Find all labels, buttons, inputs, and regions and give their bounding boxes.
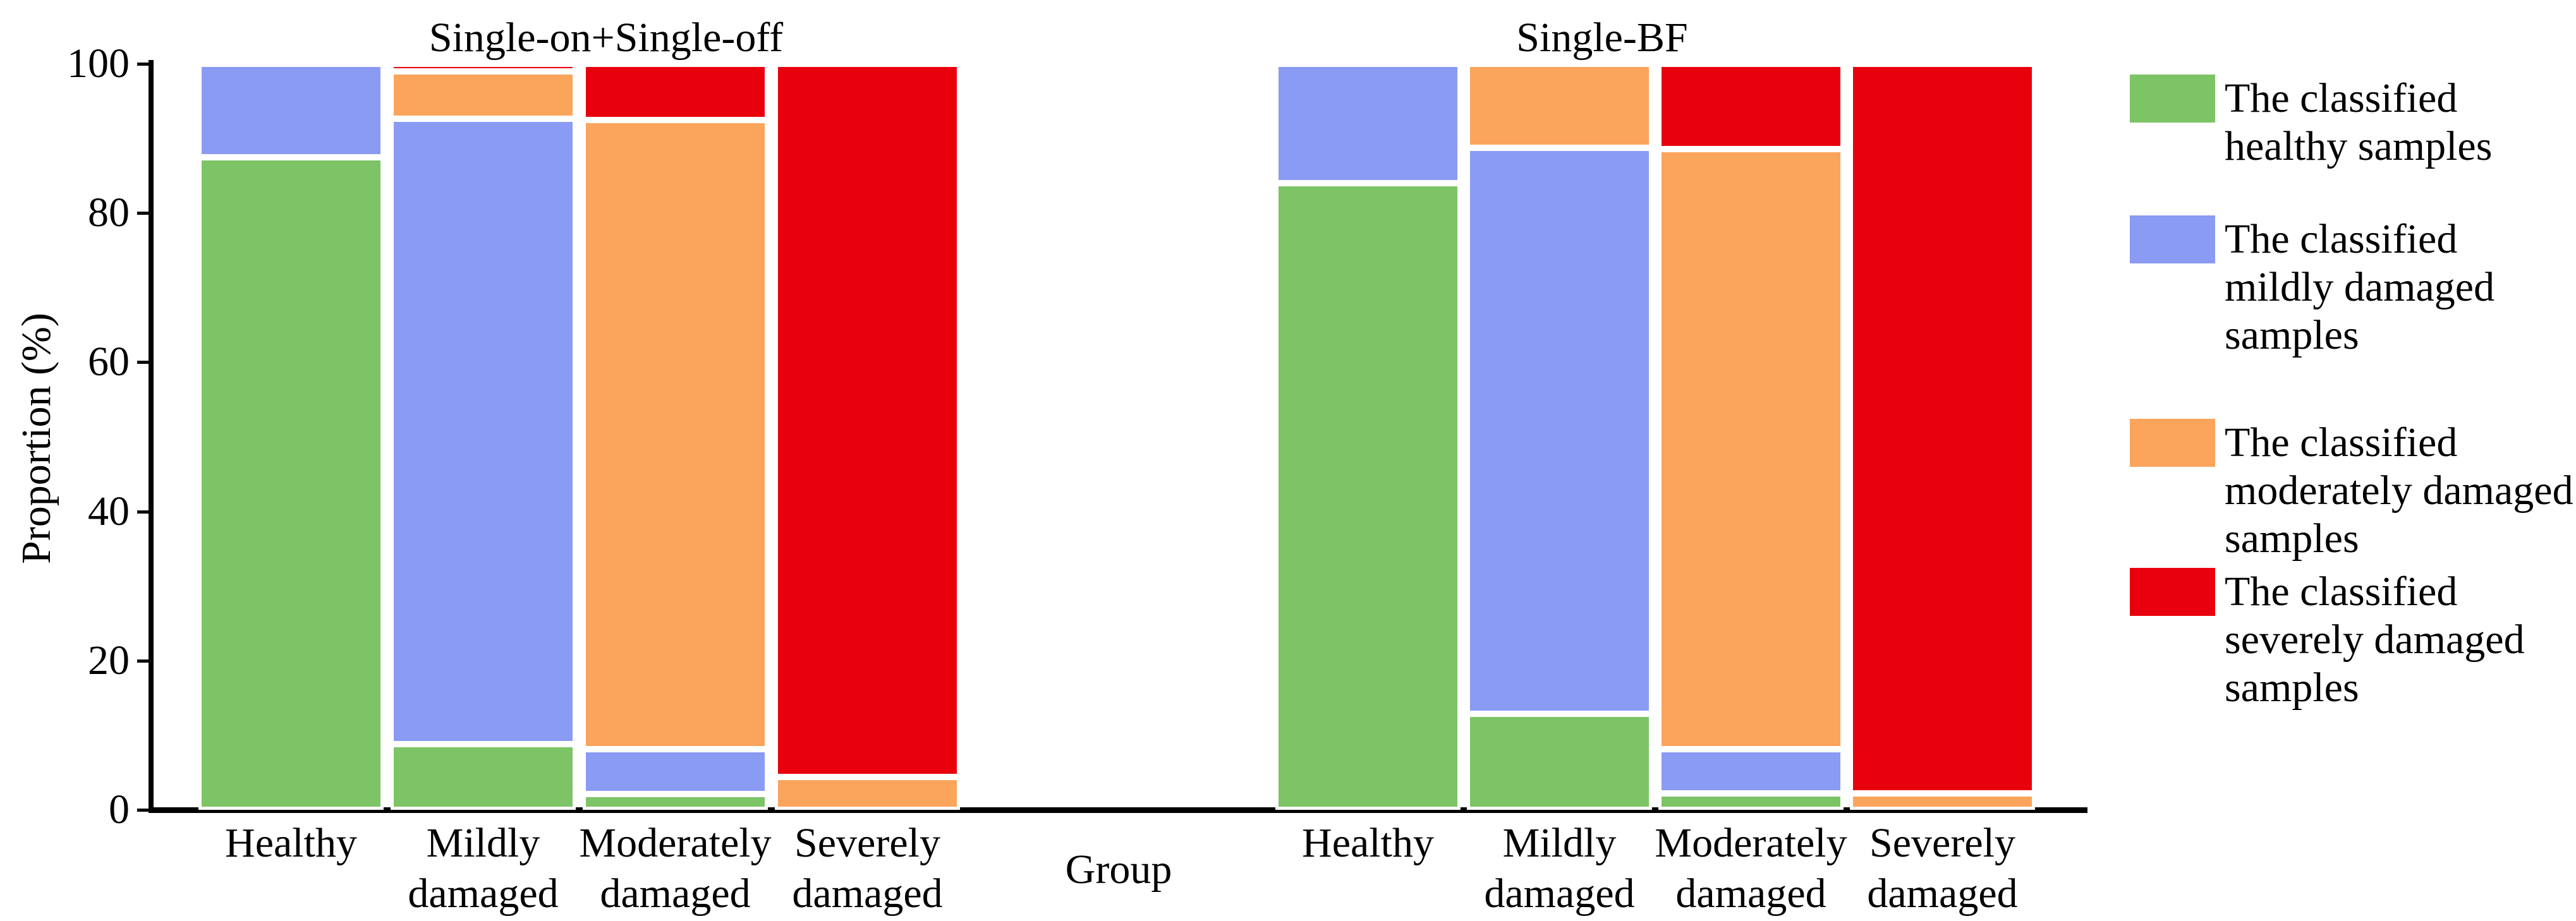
bar-segment-moderate: [1850, 793, 2035, 810]
legend-label-line: The classified: [2225, 419, 2458, 466]
legend-swatch-healthy: [2130, 75, 2215, 123]
x-tick-label: Severely damaged: [1778, 818, 2107, 919]
x-tick-label-line: damaged: [792, 870, 943, 917]
y-tick-mark: [137, 361, 151, 364]
x-tick-label-line: Moderately: [579, 820, 772, 866]
x-tick-label-line: Moderately: [1655, 820, 1847, 866]
x-tick-label-line: damaged: [1484, 870, 1635, 917]
x-tick-label-line: Mildly: [1502, 820, 1617, 866]
bar-segment-moderate: [775, 777, 960, 810]
legend-label-line: severely damaged: [2225, 617, 2525, 663]
x-tick-label-line: Mildly: [426, 820, 540, 866]
y-tick-label: 20: [88, 637, 130, 683]
y-tick-mark: [137, 510, 151, 514]
y-axis-line: [149, 60, 154, 813]
y-axis-label: Proportion (%): [13, 313, 59, 564]
bar-segment-moderate: [583, 119, 768, 750]
x-tick-label-line: Healthy: [225, 820, 357, 866]
y-tick-label: 0: [109, 786, 130, 833]
bar-segment-healthy: [1275, 183, 1461, 810]
bar-segment-moderate: [1658, 148, 1844, 750]
legend-label-line: healthy samples: [2225, 123, 2493, 169]
x-tick-label: Healthy: [127, 818, 456, 869]
y-tick-label: 100: [67, 40, 130, 87]
x-tick-label-line: damaged: [1867, 870, 2018, 917]
bar-segment-mild: [1467, 148, 1652, 714]
bar-segment-healthy: [583, 794, 768, 810]
x-tick-label: Mildly damaged: [319, 818, 648, 919]
legend-label-healthy: The classified healthy samples: [2225, 75, 2576, 171]
legend-label-moderate: The classified moderately damaged samples: [2225, 419, 2576, 563]
legend-label-line: The classified: [2225, 216, 2458, 262]
bar-segment-severe: [583, 64, 768, 120]
bar-segment-moderate: [1467, 64, 1652, 148]
y-tick-mark: [137, 809, 151, 812]
bar-segment-mild: [1658, 749, 1844, 793]
x-tick-label: Moderately damaged: [1587, 818, 1916, 919]
x-tick-label-line: damaged: [408, 870, 559, 917]
x-tick-label: Severely damaged: [703, 818, 1032, 919]
legend-swatch-mild: [2130, 215, 2215, 263]
legend-swatch-severe: [2130, 568, 2215, 616]
legend-swatch-moderate: [2130, 419, 2215, 467]
bar-segment-mild: [198, 64, 384, 157]
legend-label-line: samples: [2225, 312, 2359, 358]
x-tick-label: Healthy: [1204, 818, 1533, 869]
legend-label-line: samples: [2225, 515, 2359, 562]
subplot-title-right: Single-BF: [1516, 15, 1688, 61]
bar-segment-healthy: [1467, 713, 1652, 810]
subplot-title-left: Single-on+Single-off: [428, 15, 784, 61]
bar-segment-mild: [583, 749, 768, 795]
y-tick-label: 60: [88, 339, 130, 385]
bar-segment-healthy: [391, 744, 576, 810]
x-tick-label-line: Severely: [794, 820, 940, 866]
legend-label-mild: The classified mildly damaged samples: [2225, 215, 2576, 359]
legend-label-severe: The classified severely damaged samples: [2225, 568, 2576, 712]
legend-label-line: mildly damaged: [2225, 264, 2495, 310]
bar-segment-severe: [391, 64, 576, 71]
bar-segment-healthy: [198, 157, 384, 810]
x-axis-line: [149, 807, 2087, 813]
bar-segment-severe: [1850, 64, 2035, 794]
legend-label-line: The classified: [2225, 569, 2458, 615]
y-tick-mark: [137, 212, 151, 215]
y-tick-mark: [137, 63, 151, 66]
x-tick-label-line: damaged: [1675, 870, 1826, 917]
x-tick-label-line: Healthy: [1302, 820, 1434, 866]
y-tick-label: 80: [88, 190, 130, 236]
y-tick-label: 40: [88, 488, 130, 534]
bar-segment-moderate: [391, 71, 576, 119]
x-tick-label: Mildly damaged: [1395, 818, 1724, 919]
legend-label-line: The classified: [2225, 75, 2458, 121]
x-tick-label-line: Severely: [1869, 820, 2015, 866]
bar-segment-mild: [391, 119, 576, 745]
bar-segment-severe: [775, 64, 960, 778]
bar-segment-severe: [1658, 64, 1844, 149]
bar-segment-healthy: [1658, 793, 1844, 810]
legend-label-line: moderately damaged: [2225, 467, 2573, 514]
x-tick-label-line: damaged: [600, 870, 751, 917]
legend-label-line: samples: [2225, 665, 2359, 711]
x-tick-label: Moderately damaged: [511, 818, 840, 919]
y-tick-mark: [137, 659, 151, 663]
bar-segment-mild: [1275, 64, 1461, 183]
x-axis-group-label: Group: [1065, 846, 1172, 893]
